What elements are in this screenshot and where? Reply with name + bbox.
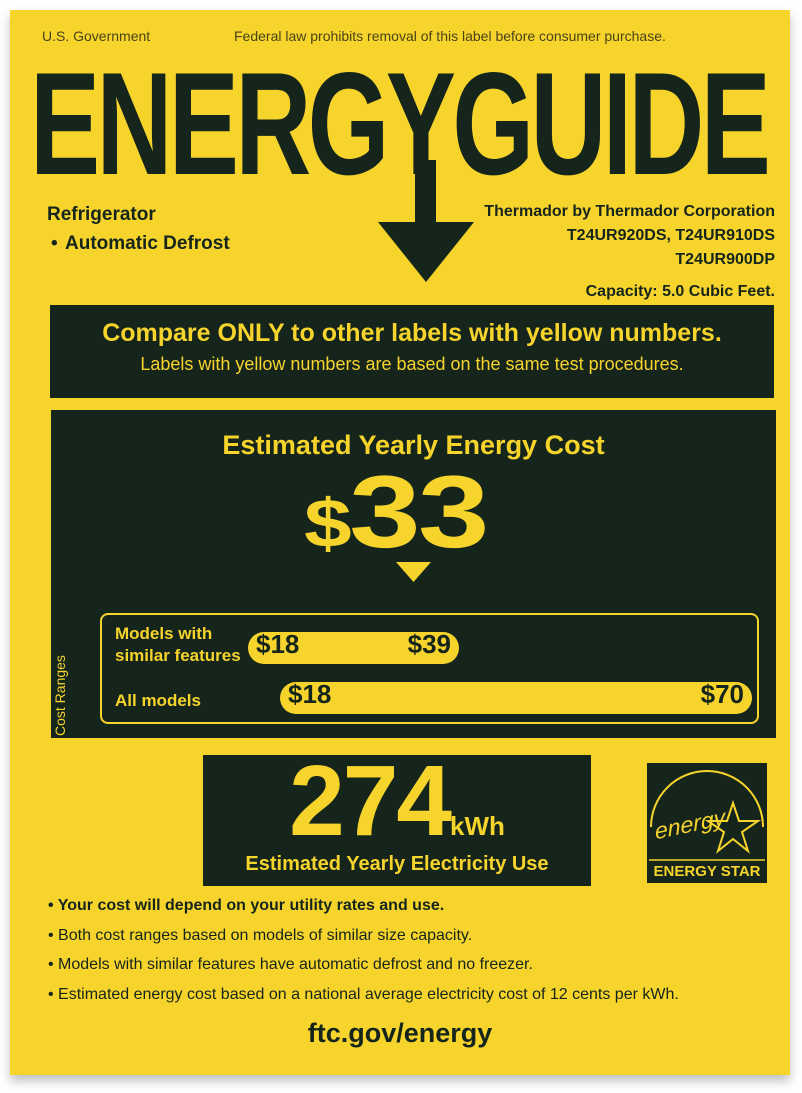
svg-text:ENERGY STAR: ENERGY STAR <box>654 863 761 880</box>
svg-text:energy: energy <box>654 804 727 845</box>
